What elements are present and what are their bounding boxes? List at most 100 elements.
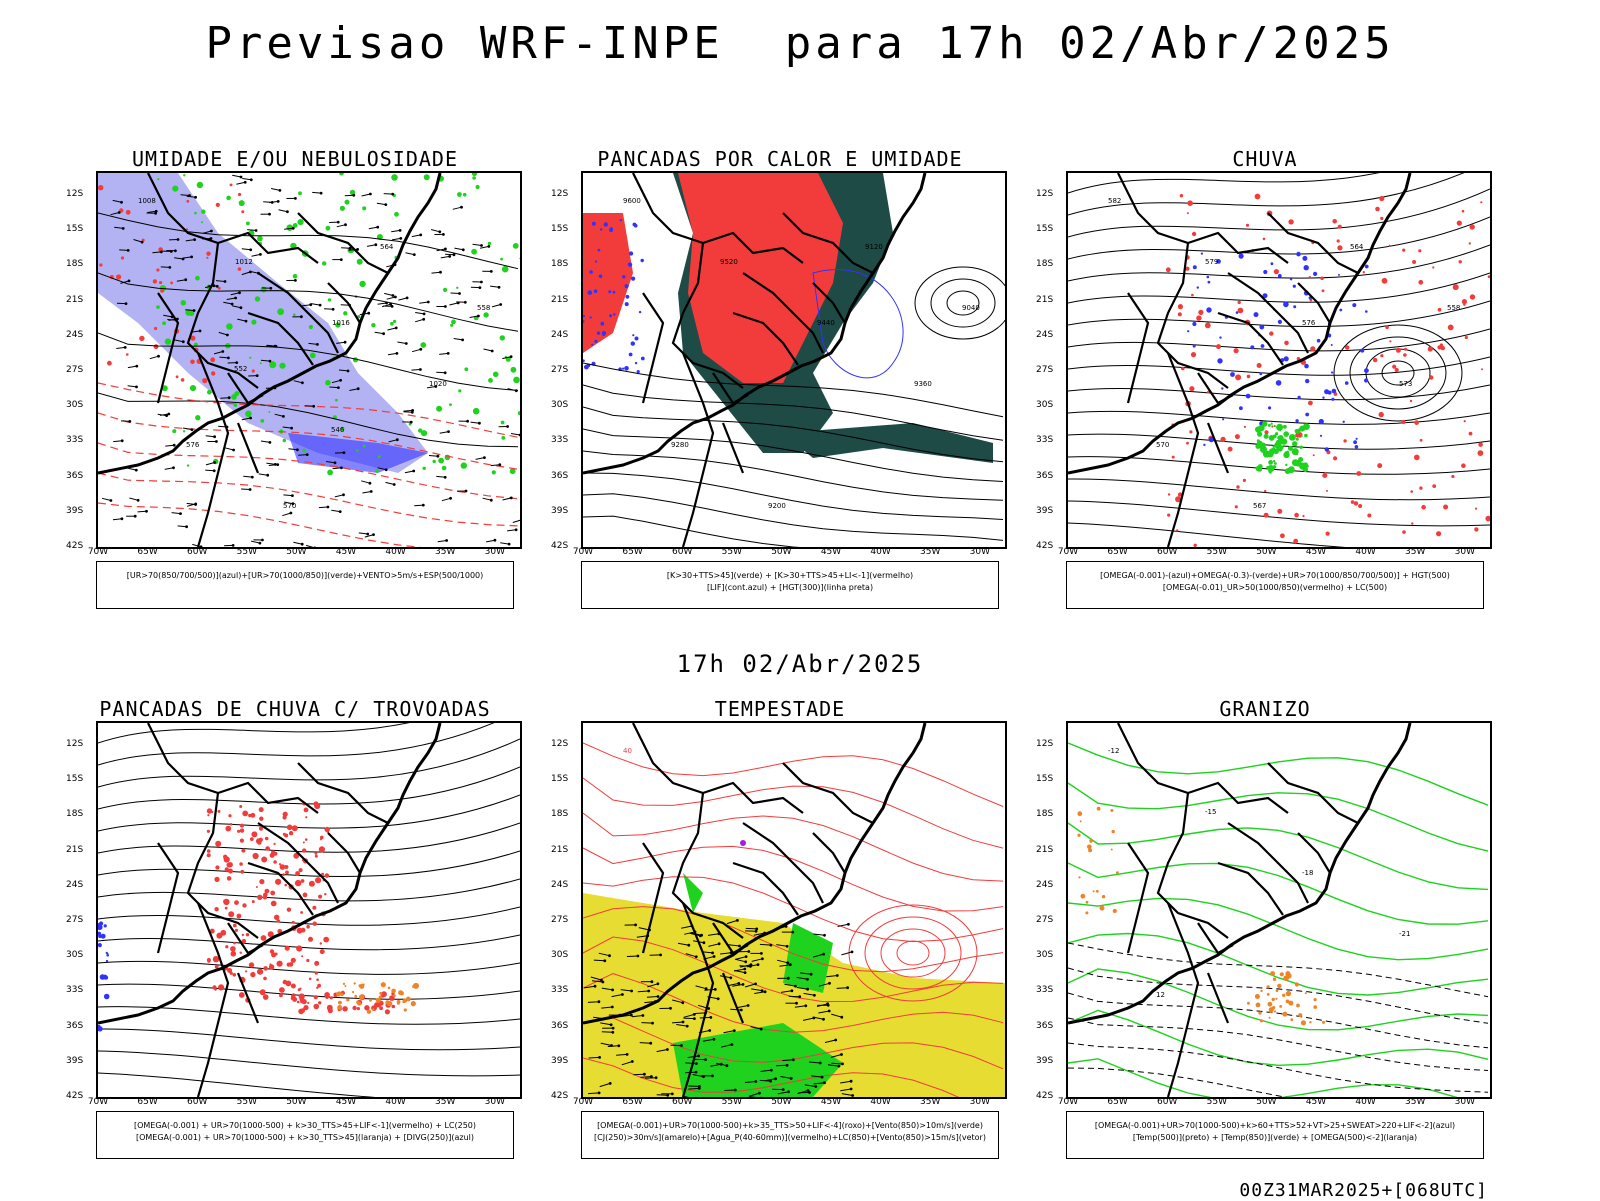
hail-orange	[1282, 1012, 1287, 1017]
arrow-head	[515, 389, 518, 392]
arrow-head	[419, 348, 422, 351]
divg-blue	[104, 976, 108, 980]
storm-red	[305, 816, 307, 818]
arrow-head	[774, 1077, 777, 1080]
green-cell	[393, 320, 396, 323]
lif-cell	[600, 228, 602, 230]
hail-orange	[1275, 998, 1277, 1000]
arrow-head	[439, 271, 442, 274]
arrow-head	[757, 963, 760, 966]
storm-red	[279, 987, 285, 993]
rain-red	[1343, 439, 1346, 442]
arrow-head	[286, 210, 289, 213]
lif-cell	[594, 340, 597, 343]
storm-red-band	[330, 996, 333, 999]
rain-red	[1205, 323, 1211, 329]
storm-red	[233, 973, 237, 977]
arrow-head	[301, 543, 304, 546]
arrow-head	[372, 533, 375, 536]
lat-tick-label: 42S	[1036, 1091, 1053, 1101]
arrow-head	[292, 227, 295, 230]
rain-blue	[1317, 339, 1321, 343]
rain-red	[1191, 352, 1196, 357]
rain-green	[1276, 424, 1283, 431]
contour-label: 573	[1399, 380, 1412, 388]
green-cell	[279, 363, 285, 369]
storm-red	[279, 863, 281, 865]
arrow-head	[369, 482, 372, 485]
arrow-head	[226, 334, 229, 337]
green-cell	[201, 210, 205, 214]
rain-red	[1474, 527, 1478, 531]
storm-red	[223, 899, 229, 905]
red-cell	[154, 344, 159, 349]
arrow-head	[357, 387, 360, 390]
arrow-head	[291, 494, 294, 497]
arrow-head	[240, 306, 243, 309]
arrow-head	[256, 374, 259, 377]
arrow-head	[794, 985, 797, 988]
green-cell	[493, 372, 499, 378]
rain-red	[1263, 238, 1266, 241]
arrow-head	[657, 995, 660, 998]
arrow-head	[127, 249, 130, 252]
rain-blue	[1296, 252, 1301, 257]
green-cell	[492, 470, 496, 474]
green-cell	[502, 266, 509, 273]
panel-title: PANCADAS DE CHUVA C/ TROVOADAS	[50, 697, 540, 721]
rain-green	[1263, 451, 1270, 458]
arrow-head	[279, 189, 282, 192]
green-cell	[443, 288, 447, 292]
arrow-head	[228, 396, 231, 399]
lon-tick-label: 65W	[1107, 1097, 1127, 1107]
arrow-head	[145, 510, 148, 513]
lat-tick-label: 27S	[1036, 915, 1053, 925]
arrow-head	[717, 997, 720, 1000]
lif-cell	[604, 222, 608, 226]
lif-cell	[624, 366, 629, 371]
rain-red	[1235, 434, 1240, 439]
rain-red	[1168, 493, 1170, 495]
storm-red	[245, 970, 247, 972]
arrow-head	[851, 951, 854, 954]
state-border	[328, 283, 360, 323]
rain-red	[1277, 509, 1282, 514]
storm-red	[271, 952, 276, 957]
rain-blue	[1360, 349, 1364, 353]
green-cell	[457, 192, 462, 197]
storm-red	[207, 853, 211, 857]
storm-red-band	[318, 1001, 321, 1004]
arrow-head	[761, 989, 764, 992]
green-cell	[231, 394, 237, 400]
rain-green	[1296, 430, 1300, 434]
storm-orange	[369, 999, 372, 1002]
arrow-head	[792, 1058, 795, 1061]
arrow-head	[399, 237, 402, 240]
state-border	[1168, 353, 1198, 547]
rain-red	[1438, 532, 1441, 535]
lon-tick-label: 60W	[1157, 1097, 1177, 1107]
hail-orange	[1313, 1005, 1317, 1009]
legend-box: [OMEGA(-0.001)+UR>70(1000-500)+k>35_TTS>…	[581, 1111, 999, 1159]
arrow-head	[300, 315, 303, 318]
lon-tick-label: 65W	[622, 1097, 642, 1107]
arrow-head	[385, 468, 388, 471]
lif-cell	[625, 284, 629, 288]
lon-tick-label: 35W	[920, 547, 940, 557]
lat-tick-label: 24S	[66, 880, 83, 890]
lat-tick-label: 21S	[551, 845, 568, 855]
contour-line	[1068, 1018, 1488, 1071]
arrow-head	[173, 444, 176, 447]
rain-green	[1264, 434, 1269, 439]
arrow-head	[412, 470, 415, 473]
hail-orange	[1276, 989, 1279, 992]
coastline	[1068, 173, 1410, 473]
arrow-head	[294, 197, 297, 200]
red-cell	[181, 378, 185, 382]
storm-red	[324, 893, 326, 895]
arrow-head	[498, 286, 501, 289]
rain-red	[1448, 325, 1454, 331]
lat-tick-label: 18S	[1036, 259, 1053, 269]
rain-green	[1276, 440, 1282, 446]
